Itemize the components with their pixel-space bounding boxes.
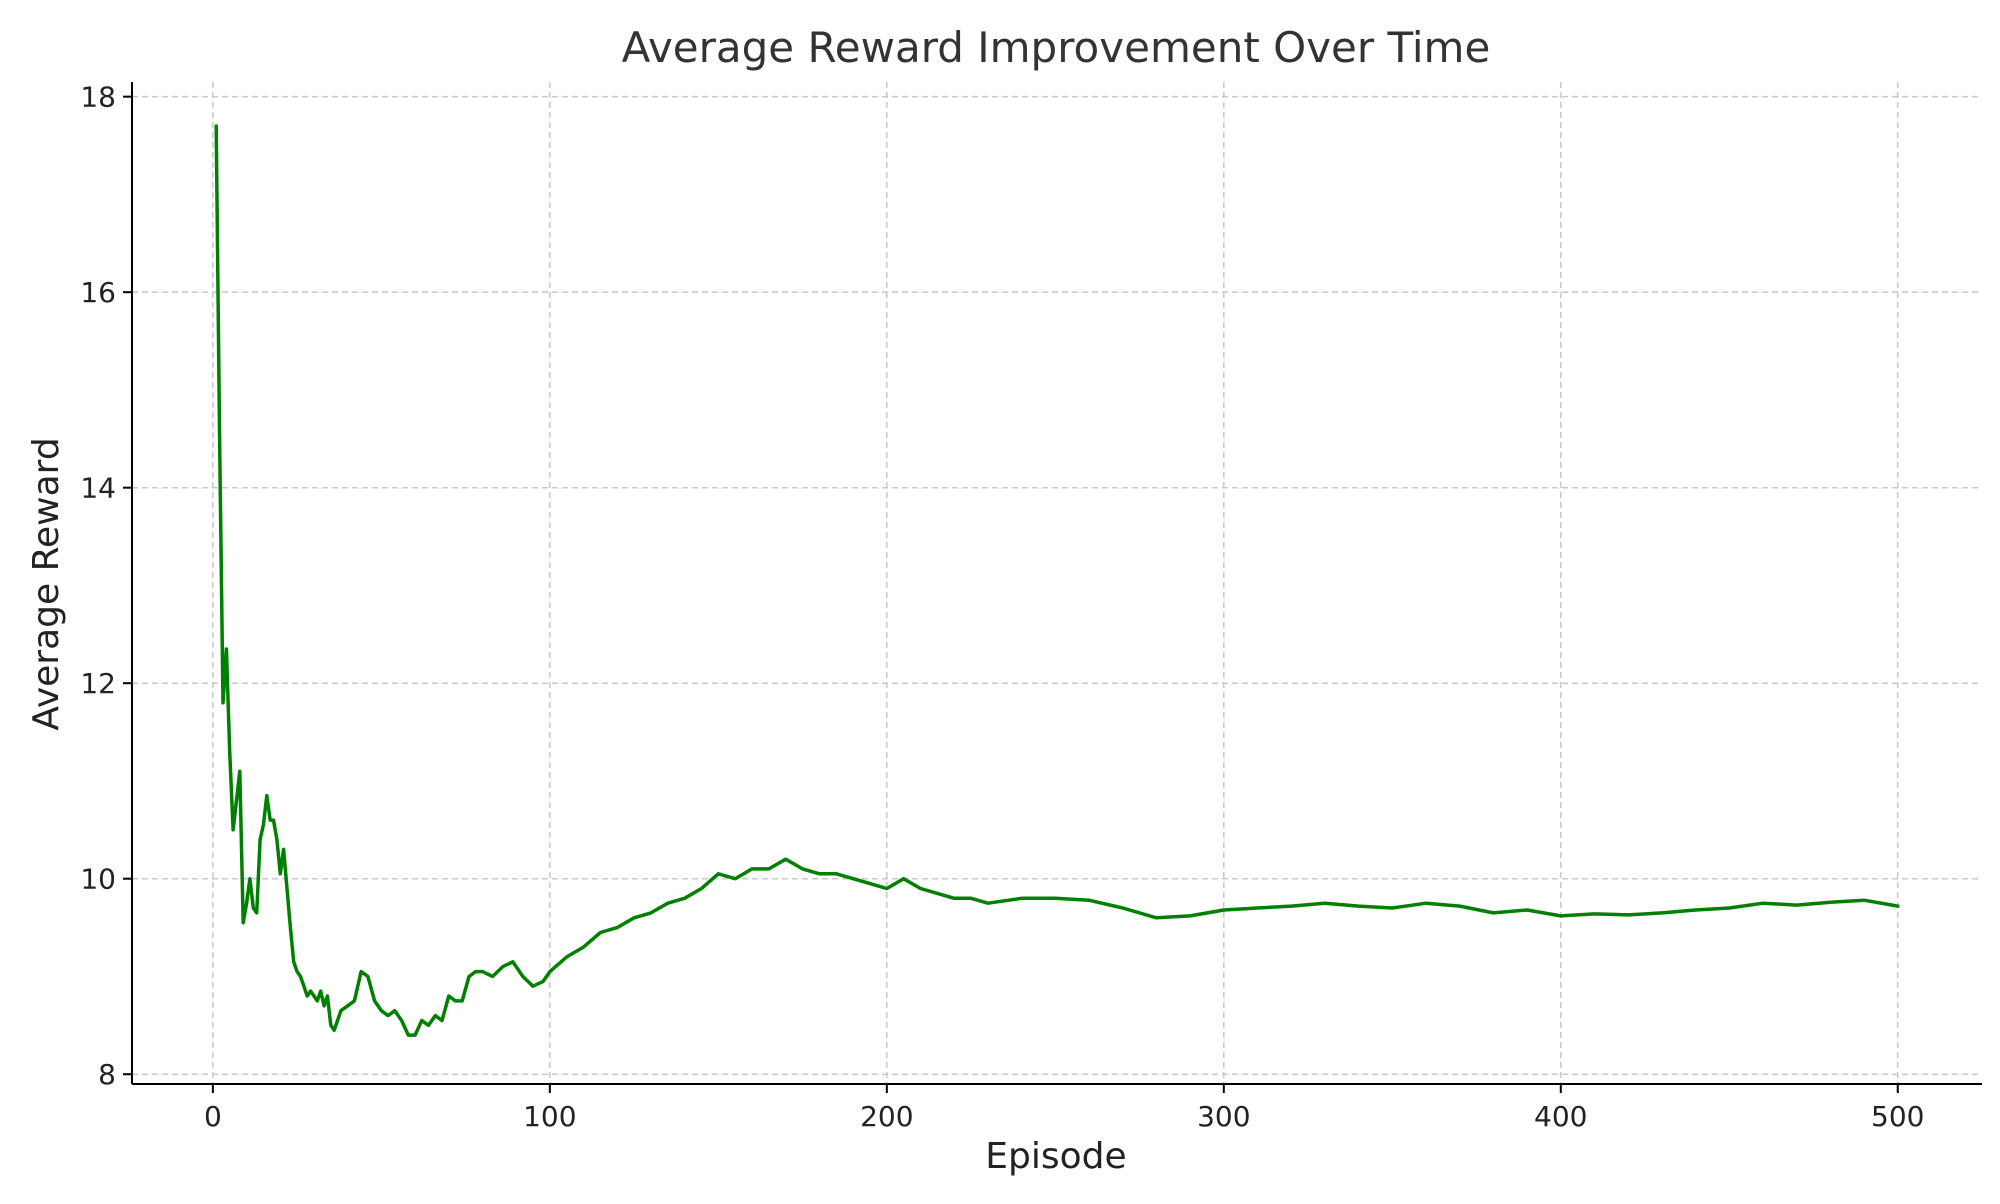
x-tick-label: 200 — [860, 1100, 913, 1133]
series-line — [214, 124, 1900, 1037]
y-tick-label: 16 — [80, 276, 116, 309]
x-tick-label: 500 — [1871, 1100, 1924, 1133]
y-tick-label: 12 — [80, 667, 116, 700]
x-axis-title: Episode — [985, 1136, 1126, 1177]
grid-layer — [132, 82, 1982, 1084]
y-tick-label: 18 — [80, 81, 116, 114]
y-tick-label: 10 — [80, 863, 116, 896]
x-tick-label: 400 — [1534, 1100, 1587, 1133]
series-layer — [214, 124, 1900, 1037]
y-tick-label: 14 — [80, 472, 116, 505]
y-tick-label: 8 — [98, 1058, 116, 1091]
axes: 0 100 200 300 400 500 8 10 12 14 16 18 — [80, 81, 1982, 1133]
x-tick-label: 0 — [204, 1100, 222, 1133]
x-tick-label: 300 — [1197, 1100, 1250, 1133]
x-tick-label: 100 — [523, 1100, 576, 1133]
y-axis-title: Average Reward — [26, 437, 67, 730]
chart-title: Average Reward Improvement Over Time — [622, 23, 1491, 72]
